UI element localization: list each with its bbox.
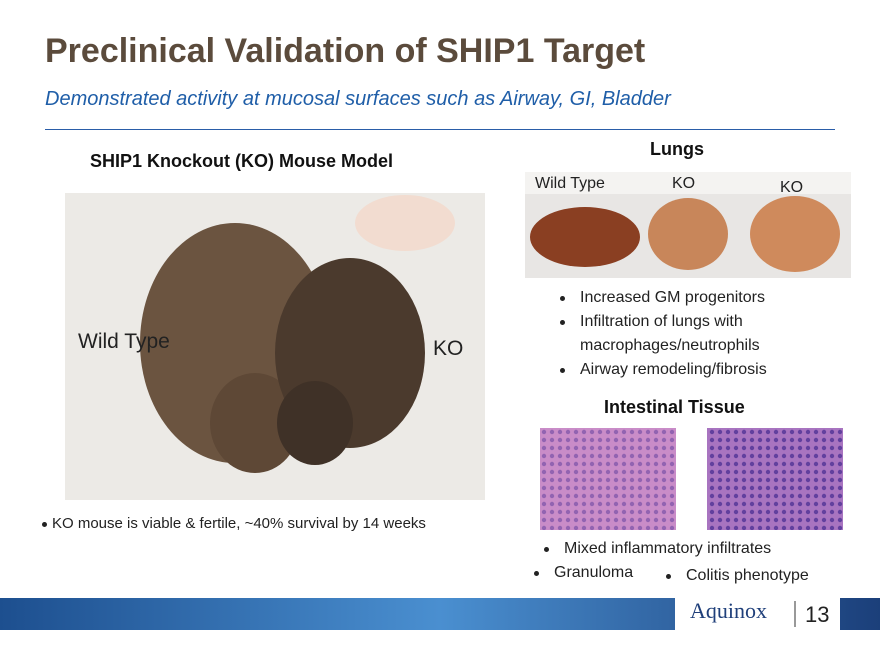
page-number: 13 (805, 602, 829, 627)
title: Preclinical Validation of SHIP1 Target (45, 32, 646, 70)
lungs-image: Wild Type KO KO (525, 172, 851, 278)
mouse-heading: SHIP1 Knockout (KO) Mouse Model (90, 151, 394, 171)
logo: Aquinox (690, 598, 767, 623)
bullet: Airway remodeling/fibrosis (558, 358, 808, 382)
lung-label: KO (780, 179, 803, 196)
subtitle: Demonstrated activity at mucosal surface… (45, 88, 671, 110)
divider (45, 129, 835, 130)
bullet: Granuloma (532, 561, 761, 585)
tissue-texture (707, 428, 843, 530)
ko-label: KO (433, 337, 463, 360)
bullet: Colitis phenotype (664, 564, 809, 588)
bullet: Increased GM progenitors (558, 286, 808, 310)
lungs-heading: Lungs (650, 139, 704, 159)
lung (530, 207, 640, 267)
intestinal-bullets: Mixed inflammatory infiltrates Granuloma (532, 537, 771, 585)
lung-bullets: Increased GM progenitors Infiltration of… (558, 286, 808, 382)
intestinal-heading: Intestinal Tissue (604, 397, 745, 417)
wild-type-label: Wild Type (78, 330, 170, 353)
logo-area (675, 598, 840, 630)
lung-label: Wild Type (535, 175, 605, 192)
footer-band: Aquinox 13 (0, 598, 880, 630)
wild-label: Wild Type (78, 330, 170, 353)
bullet: Mixed inflammatory infiltrates (542, 537, 771, 561)
ko-mouse-head (277, 381, 353, 465)
lung (750, 196, 840, 272)
mouse-bullets: KO mouse is viable & fertile, ~40% survi… (40, 512, 426, 536)
lung-label: KO (672, 175, 695, 192)
bullet: Infiltration of lungs with macrophages/n… (558, 310, 808, 358)
hand (355, 195, 455, 251)
intestinal-bullets: Colitis phenotype (664, 564, 809, 588)
bullet: KO mouse is viable & fertile, ~40% survi… (40, 512, 426, 536)
lung (648, 198, 728, 270)
mouse-head (210, 373, 300, 473)
label-bar (525, 172, 851, 194)
tissue-texture (540, 428, 676, 530)
tissue-images (540, 428, 843, 530)
mouse-photo: Wild Type KO (65, 193, 485, 500)
